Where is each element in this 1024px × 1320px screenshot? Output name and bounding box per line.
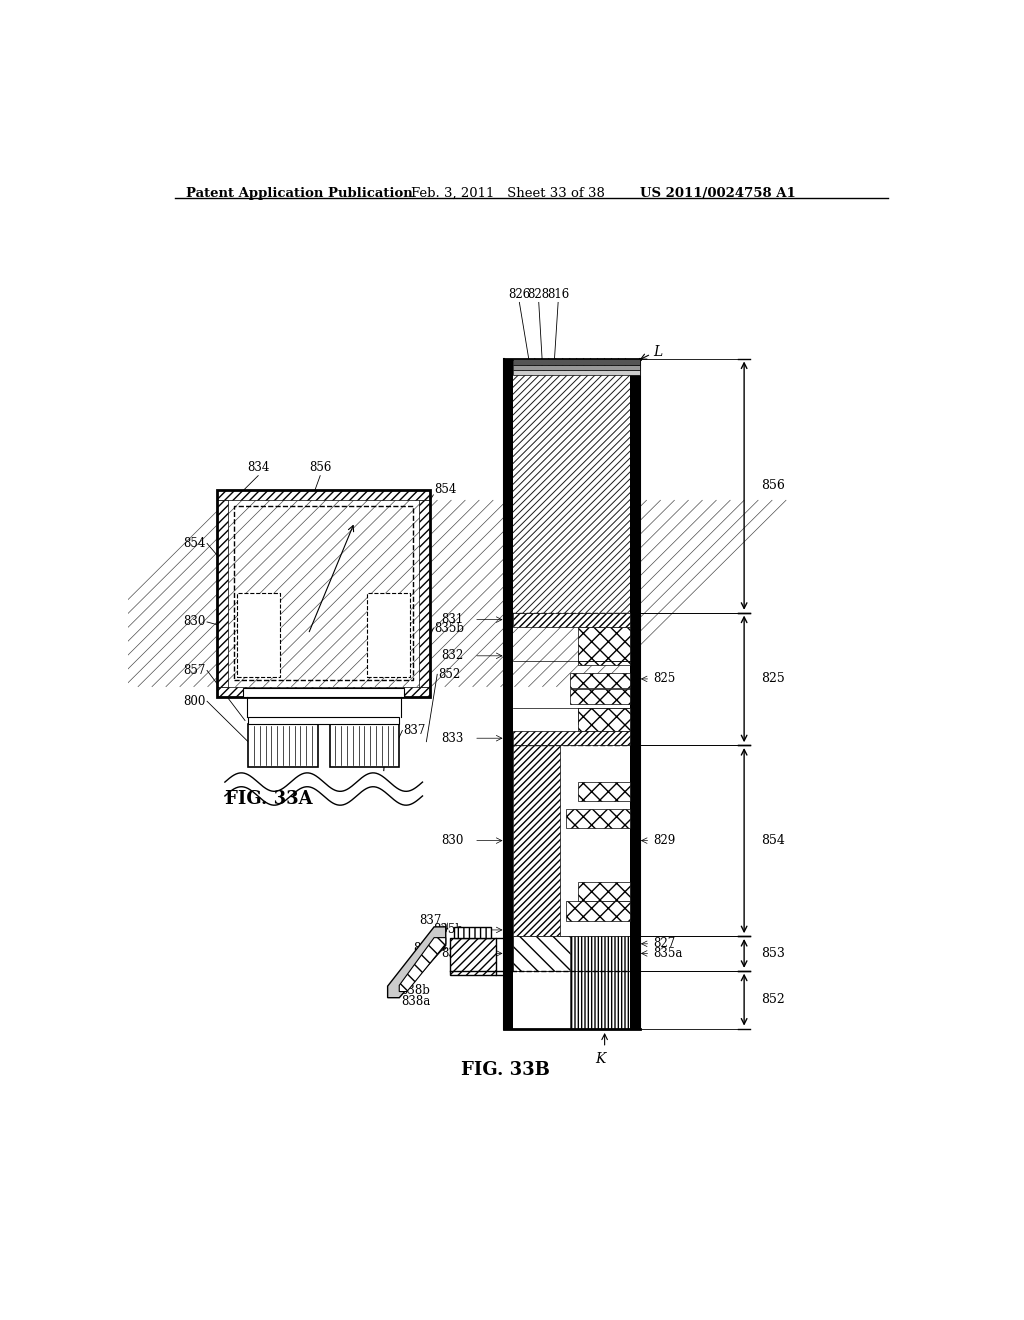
Text: 838b: 838b	[400, 983, 430, 997]
Bar	[513, 612, 630, 627]
Text: FIG. 33A: FIG. 33A	[225, 789, 312, 808]
Text: 854: 854	[761, 834, 785, 847]
Text: 827: 827	[653, 937, 676, 950]
Bar	[228, 500, 420, 686]
Text: 837: 837	[403, 723, 426, 737]
Text: 830: 830	[441, 834, 464, 847]
Bar	[513, 364, 640, 370]
Bar	[578, 882, 630, 902]
Text: 800: 800	[183, 694, 206, 708]
Bar	[578, 649, 630, 665]
Text: US 2011/0024758 A1: US 2011/0024758 A1	[640, 187, 796, 199]
Bar	[513, 744, 630, 936]
Text: 828: 828	[527, 288, 550, 301]
Bar	[244, 688, 403, 697]
Text: L: L	[653, 346, 663, 359]
Text: K: K	[596, 1052, 606, 1065]
Bar	[420, 500, 430, 686]
Text: FIG. 33B: FIG. 33B	[461, 1061, 550, 1078]
Text: 836: 836	[414, 942, 435, 954]
Text: 852: 852	[761, 993, 785, 1006]
Text: 837: 837	[420, 915, 442, 927]
Text: 835a: 835a	[653, 946, 683, 960]
Text: 826: 826	[508, 288, 530, 301]
Bar	[217, 500, 228, 686]
Bar	[569, 689, 630, 705]
Bar	[450, 937, 496, 974]
Text: 816: 816	[547, 288, 569, 301]
Bar	[248, 725, 317, 767]
Text: K: K	[384, 741, 393, 754]
Text: 835b: 835b	[433, 924, 464, 936]
Text: 831: 831	[441, 612, 464, 626]
Text: 825: 825	[761, 672, 785, 685]
Text: 834: 834	[441, 946, 464, 960]
Text: Patent Application Publication: Patent Application Publication	[186, 187, 413, 199]
Text: 857: 857	[183, 664, 206, 677]
Bar	[630, 359, 640, 1028]
Bar	[238, 593, 280, 677]
Text: 829: 829	[653, 834, 676, 847]
Bar	[234, 507, 414, 681]
Text: 830: 830	[183, 615, 206, 628]
Bar	[578, 781, 630, 801]
Text: 833: 833	[441, 731, 464, 744]
Bar	[566, 809, 630, 829]
Text: 856: 856	[309, 461, 332, 474]
Bar	[217, 490, 430, 697]
Text: 853: 853	[761, 946, 785, 960]
Text: 854: 854	[434, 483, 457, 496]
Bar	[569, 673, 630, 688]
Bar	[454, 927, 490, 937]
Text: 835b: 835b	[434, 622, 464, 635]
Bar	[513, 405, 630, 612]
Bar	[217, 490, 430, 500]
Bar	[217, 686, 430, 697]
Bar	[513, 744, 560, 936]
Text: 832: 832	[441, 649, 464, 663]
Bar	[504, 359, 513, 1028]
Text: Feb. 3, 2011   Sheet 33 of 38: Feb. 3, 2011 Sheet 33 of 38	[411, 187, 605, 199]
Bar	[513, 370, 640, 375]
Polygon shape	[388, 927, 445, 998]
Bar	[513, 936, 630, 970]
Polygon shape	[399, 937, 445, 991]
Bar	[566, 902, 630, 921]
Bar	[513, 359, 640, 364]
Bar	[513, 936, 575, 970]
Bar	[248, 717, 399, 725]
Bar	[368, 593, 410, 677]
Bar	[569, 970, 630, 1028]
Bar	[330, 725, 399, 767]
Bar	[578, 627, 630, 661]
Bar	[578, 708, 630, 731]
Text: 834: 834	[247, 461, 269, 474]
Bar	[578, 708, 630, 723]
Bar	[569, 936, 630, 970]
Bar	[630, 970, 640, 1028]
Text: 856: 856	[761, 479, 785, 492]
Text: 825: 825	[653, 672, 676, 685]
Text: 852: 852	[438, 668, 460, 681]
Text: 854: 854	[183, 537, 206, 550]
Bar	[513, 970, 630, 1028]
Text: 838a: 838a	[401, 995, 430, 1008]
Bar	[513, 731, 630, 744]
